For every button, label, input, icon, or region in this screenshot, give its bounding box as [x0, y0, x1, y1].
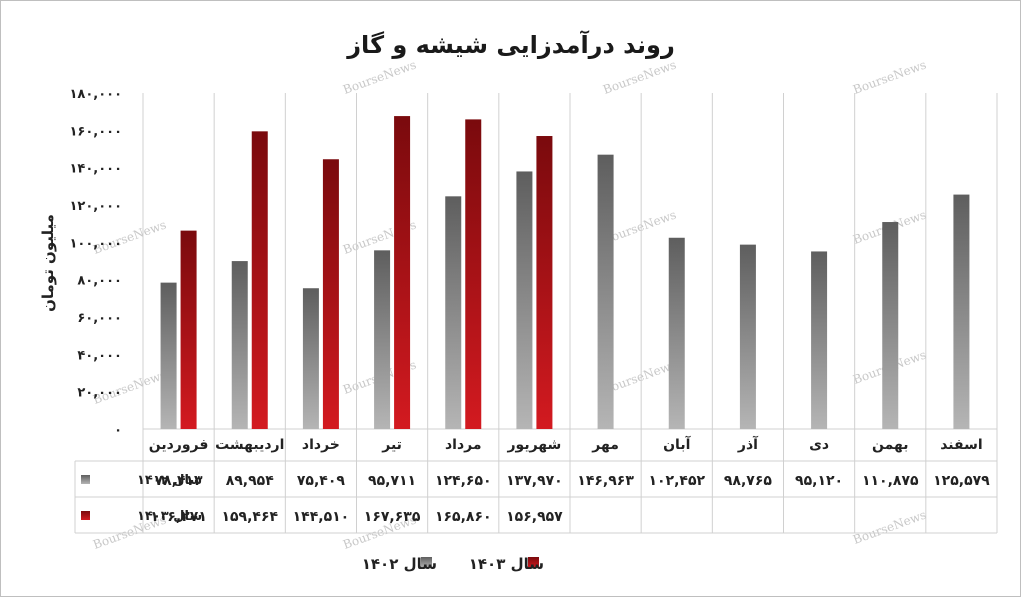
table-series-key [81, 511, 90, 520]
table-value-cell: ۱۲۴,۶۵۰ [435, 473, 492, 489]
y-tick-label: ۶۰,۰۰۰ [77, 311, 122, 326]
table-value-cell: ۹۵,۷۱۱ [368, 473, 416, 489]
y-tick-label: ۱۶۰,۰۰۰ [69, 124, 122, 139]
watermark-text: BourseNews [851, 508, 928, 547]
y-tick-label: ۸۰,۰۰۰ [77, 274, 122, 289]
table-value-cell: ۹۵,۱۲۰ [795, 473, 843, 489]
table-value-cell: ۱۵۹,۴۶۴ [221, 509, 278, 525]
watermark-text: BourseNews [851, 58, 928, 97]
bar-1403 [322, 159, 339, 430]
table-value-cell: ۷۵,۴۰۹ [297, 473, 345, 489]
bar-1402 [374, 250, 391, 429]
table-value-cell: ۱۰۲,۴۵۲ [648, 473, 705, 489]
x-tick-label: مهر [591, 437, 619, 453]
legend-label: سال ۱۴۰۲ [362, 555, 437, 573]
x-tick-label: اسفند [940, 437, 982, 453]
bar-1402 [953, 194, 970, 429]
bar-1402 [882, 222, 899, 429]
bar-1402 [160, 282, 177, 429]
table-value-cell: ۱۴۴,۵۱۰ [293, 509, 350, 525]
table-value-cell: ۱۶۵,۸۶۰ [435, 509, 492, 525]
legend-swatch [528, 557, 539, 568]
y-axis-label: میلیون تومان [39, 214, 57, 312]
x-tick-label: خرداد [302, 437, 340, 453]
x-tick-label: اردیبهشت [215, 437, 284, 453]
bar-1402 [302, 288, 319, 429]
watermark-text: BourseNews [601, 58, 678, 97]
y-tick-label: ۲۰,۰۰۰ [77, 386, 122, 401]
bar-1403 [251, 131, 268, 429]
y-tick-label: ۱۴۰,۰۰۰ [69, 162, 122, 177]
y-tick-label: ۱۸۰,۰۰۰ [69, 87, 122, 102]
table-value-cell: ۷۸,۴۱۳ [155, 473, 203, 489]
bar-1403 [536, 136, 553, 429]
table-value-cell: ۸۹,۹۵۴ [226, 473, 274, 489]
y-tick-label: ۱۰۰,۰۰۰ [69, 236, 122, 251]
y-tick-label: ۰ [114, 423, 122, 438]
bar-1402 [668, 237, 685, 429]
table-value-cell: ۱۶۷,۶۳۵ [364, 509, 421, 525]
watermark-text: BourseNews [341, 58, 418, 97]
x-tick-label: شهریور [507, 437, 562, 453]
x-tick-label: آذر [737, 435, 759, 453]
table-value-cell: ۱۴۶,۹۶۳ [577, 473, 634, 489]
x-tick-label: مرداد [445, 437, 482, 453]
y-tick-label: ۱۲۰,۰۰۰ [69, 199, 122, 214]
x-tick-label: آبان [663, 435, 691, 453]
table-value-cell: ۱۰۶,۲۷۱ [150, 509, 207, 525]
bar-1403 [394, 116, 411, 430]
table-row-label: سال ۱۴۰۲ [137, 473, 202, 488]
table-value-cell: ۱۲۵,۵۷۹ [933, 473, 990, 489]
table-value-cell: ۹۸,۷۶۵ [724, 473, 772, 489]
bar-1403 [180, 230, 197, 429]
chart-title: روند درآمدزایی شیشه و گاز [346, 30, 675, 59]
bar-1402 [231, 261, 248, 429]
bar-1402 [739, 244, 756, 429]
legend-swatch [421, 557, 432, 568]
x-tick-label: تیر [381, 437, 402, 453]
bar-1402 [445, 196, 462, 429]
bar-1402 [516, 171, 533, 429]
bar-1403 [465, 119, 482, 430]
bar-1402 [597, 154, 614, 429]
table-value-cell: ۱۵۶,۹۵۷ [506, 509, 563, 525]
x-tick-label: فروردین [149, 437, 209, 453]
x-tick-label: دی [809, 437, 829, 453]
x-tick-label: بهمن [872, 437, 908, 453]
table-value-cell: ۱۳۷,۹۷۰ [506, 473, 563, 489]
bar-1402 [811, 251, 828, 429]
table-value-cell: ۱۱۰,۸۷۵ [862, 473, 919, 489]
table-series-key [81, 475, 90, 484]
y-tick-label: ۴۰,۰۰۰ [77, 348, 122, 363]
table-row-label: سال ۱۴۰۳ [137, 509, 202, 524]
legend-label: سال ۱۴۰۳ [469, 555, 544, 573]
